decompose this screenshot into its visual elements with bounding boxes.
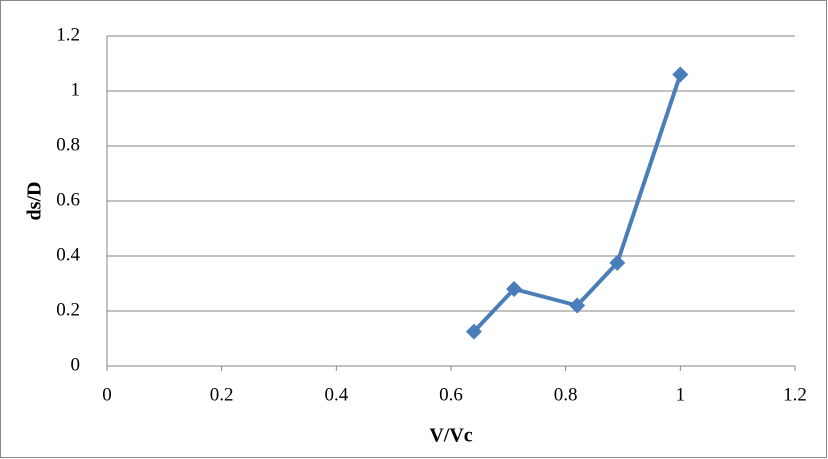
y-tick-label: 0.4 bbox=[56, 244, 80, 265]
marker bbox=[569, 297, 586, 314]
x-tick-label: 0.2 bbox=[210, 384, 234, 405]
y-tick-label: 0 bbox=[71, 354, 81, 375]
x-tick-label: 0.6 bbox=[439, 384, 463, 405]
marker bbox=[672, 66, 689, 83]
marker bbox=[609, 254, 626, 271]
x-tick-label: 0 bbox=[102, 384, 112, 405]
y-tick-label: 1 bbox=[71, 79, 81, 100]
x-axis-title: V/Vc bbox=[429, 425, 472, 447]
y-axis-title: ds/D bbox=[24, 182, 46, 221]
y-tick-label: 1.2 bbox=[56, 24, 80, 45]
y-tick-label: 0.2 bbox=[56, 299, 80, 320]
x-tick-label: 0.4 bbox=[324, 384, 348, 405]
x-tick-label: 1.2 bbox=[783, 384, 807, 405]
y-tick-label: 0.8 bbox=[56, 134, 80, 155]
marker bbox=[506, 281, 523, 297]
y-tick-label: 0.6 bbox=[56, 189, 80, 210]
x-tick-label: 1 bbox=[676, 384, 686, 405]
x-tick-label: 0.8 bbox=[554, 384, 578, 405]
marker bbox=[465, 323, 482, 340]
